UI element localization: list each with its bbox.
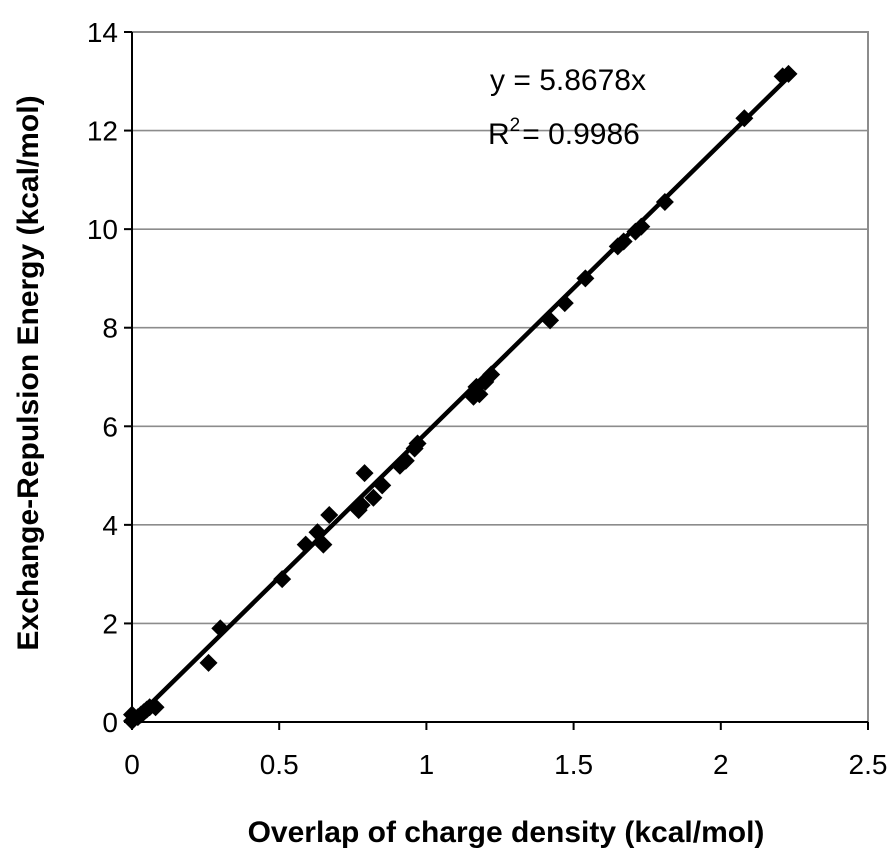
data-point-marker [482,365,501,384]
data-point-marker [352,496,371,515]
y-tick-label: 4 [102,510,118,541]
data-point-marker [314,535,333,554]
data-point-marker [273,570,292,589]
data-point-marker [614,232,633,251]
y-tick-label: 10 [87,214,118,245]
data-point-marker [320,506,339,524]
data-point-marker [541,311,560,330]
data-point-marker [308,523,327,542]
data-point-marker [373,476,392,495]
data-point-marker [355,464,374,483]
x-tick-label: 1.5 [554,749,593,780]
y-tick-label: 8 [102,313,118,344]
x-tick-label: 2.5 [849,749,888,780]
y-tick-label: 12 [87,116,118,147]
r-squared-annotation: R2= 0.9986 [488,115,640,151]
data-point-marker [576,269,595,288]
data-point-marker [146,698,165,717]
data-points [123,64,798,731]
data-point-marker [470,385,489,404]
data-point-marker [555,294,574,313]
axes [124,31,869,730]
r-squared-exponent: 2 [510,115,521,136]
data-point-marker [396,451,415,470]
data-point-marker [199,653,218,672]
x-tick-label: 1 [419,749,435,780]
y-tick-label: 6 [102,411,118,442]
x-tick-label: 2 [713,749,729,780]
data-point-marker [632,217,651,236]
y-tick-label: 2 [102,608,118,639]
x-axis-title: Overlap of charge density (kcal/mol) [248,816,765,849]
y-tick-label: 14 [87,17,118,48]
gridlines [132,129,868,625]
r-squared-symbol: R [488,118,510,151]
data-point-marker [408,434,427,453]
data-point-marker [779,64,798,83]
data-point-marker [735,109,754,128]
data-point-marker [211,619,230,638]
trendline-equation: y = 5.8678x [490,64,646,97]
y-tick-label: 0 [102,707,118,738]
data-point-marker [296,535,315,554]
tick-labels: 0 2 4 6 8 10 12 14 0 0.5 1 1.5 2 2.5 [87,17,888,780]
trendline-layer [130,74,792,724]
x-tick-label: 0 [124,749,140,780]
r-squared-value: = 0.9986 [522,118,640,151]
data-point-marker [364,488,383,507]
trendline [130,74,792,724]
y-axis-title: Exchange-Repulsion Energy (kcal/mol) [12,95,45,650]
data-point-marker [655,193,674,212]
x-tick-label: 0.5 [260,749,299,780]
